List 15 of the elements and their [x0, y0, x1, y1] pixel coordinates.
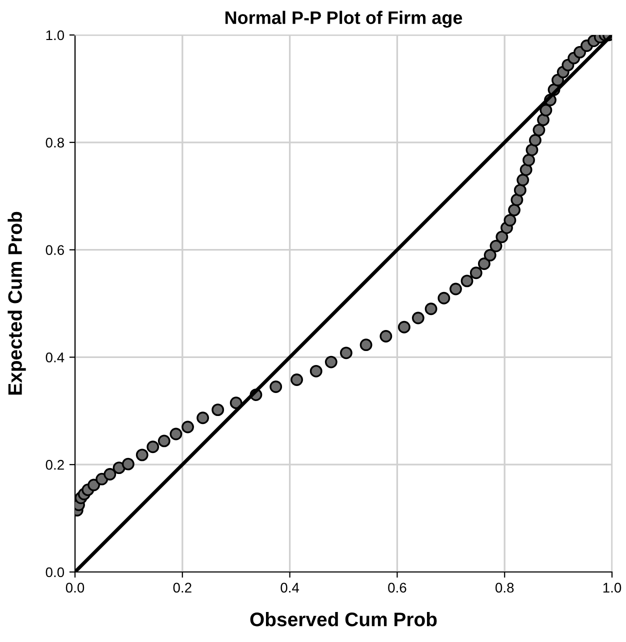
x-tick-label: 1.0: [603, 582, 622, 593]
y-tick-label: 1.0: [46, 30, 64, 40]
y-tick-label: 0.8: [46, 138, 64, 148]
chart-title: Normal P-P Plot of Firm age: [225, 10, 462, 28]
x-tick-label: 0.6: [388, 582, 406, 593]
y-tick-label: 0.2: [46, 460, 64, 470]
y-tick-label: 0.4: [46, 352, 64, 362]
x-tick-label: 0.0: [66, 582, 84, 593]
y-tick-label: 0.6: [46, 245, 64, 255]
y-tick-label: 0.0: [46, 567, 64, 578]
x-axis-title: Observed Cum Prob: [250, 612, 437, 626]
x-tick-label: 0.2: [173, 582, 192, 593]
x-tick-label: 0.4: [280, 582, 300, 593]
y-axis-title: Expected Cum Prob: [8, 212, 26, 395]
x-tick-label: 0.8: [495, 582, 514, 593]
